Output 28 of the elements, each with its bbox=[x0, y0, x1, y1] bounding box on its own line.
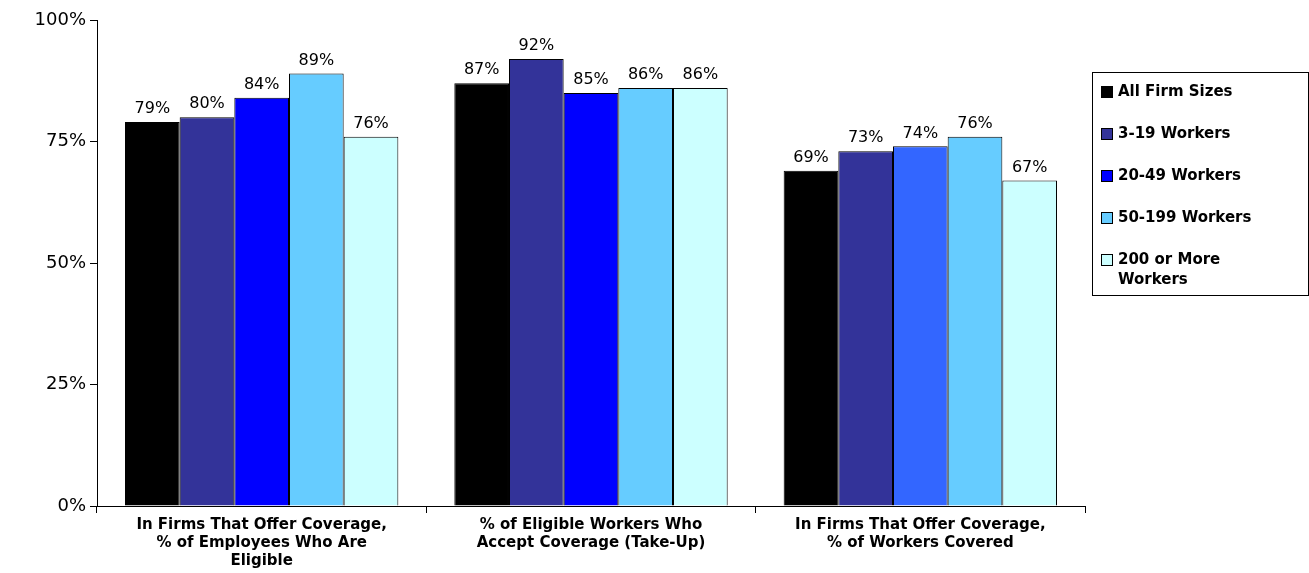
legend-label: 3-19 Workers bbox=[1118, 123, 1231, 143]
y-tick-label: 0% bbox=[57, 493, 86, 515]
legend-label: 20-49 Workers bbox=[1118, 165, 1241, 185]
data-label: 79% bbox=[134, 98, 171, 118]
y-tick-label: 25% bbox=[45, 372, 86, 394]
data-label: 85% bbox=[573, 69, 609, 89]
legend-label: 50-199 Workers bbox=[1118, 207, 1252, 227]
y-tick-label: 50% bbox=[45, 250, 86, 272]
data-label: 84% bbox=[243, 73, 280, 93]
data-label: 92% bbox=[518, 35, 555, 55]
data-label: 69% bbox=[793, 146, 829, 166]
data-label: 87% bbox=[463, 59, 500, 79]
data-label: 89% bbox=[298, 49, 335, 69]
x-tick-label: In Firms That Offer Coverage, % of Employees Who Are Eligible bbox=[136, 514, 387, 569]
data-label: 74% bbox=[902, 122, 939, 142]
data-label: 73% bbox=[847, 127, 884, 147]
legend-label: 200 or More Workers bbox=[1118, 249, 1222, 289]
data-label: 67% bbox=[1011, 156, 1048, 176]
data-label: 76% bbox=[957, 112, 993, 132]
data-label: 86% bbox=[682, 64, 719, 84]
data-label: 76% bbox=[353, 112, 389, 132]
y-tick-label: 100% bbox=[34, 7, 86, 29]
legend-label: All Firm Sizes bbox=[1118, 81, 1233, 101]
data-label: 86% bbox=[627, 64, 664, 84]
data-label: 80% bbox=[189, 93, 225, 113]
x-tick-label: % of Eligible Workers Who Accept Coverage (Take-Up) bbox=[476, 514, 706, 551]
y-tick-label: 75% bbox=[45, 129, 86, 151]
x-tick-label: In Firms That Offer Coverage, % of Workers Covered bbox=[795, 514, 1046, 551]
